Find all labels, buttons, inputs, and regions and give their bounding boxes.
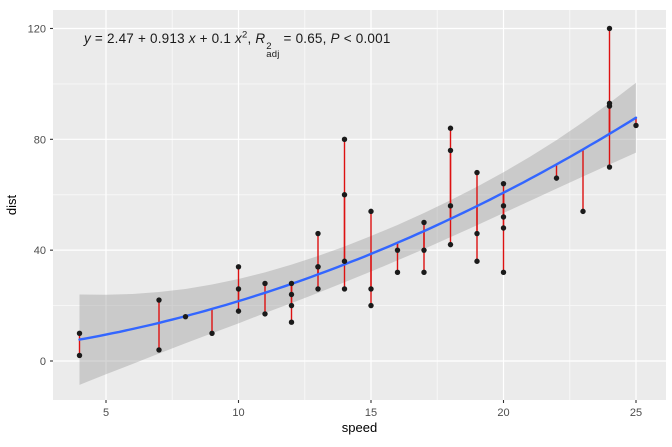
data-point (447, 241, 454, 248)
x-tick-label: 20 (497, 407, 509, 419)
data-point (209, 330, 215, 336)
y-axis-title: dist (4, 194, 19, 215)
equation-part: x (188, 31, 196, 46)
data-point (368, 302, 374, 309)
data-point (394, 247, 401, 253)
data-point (288, 291, 295, 298)
data-point (315, 264, 321, 270)
data-point (288, 319, 295, 325)
data-point (235, 264, 242, 270)
data-point (474, 230, 480, 237)
data-point (315, 286, 321, 292)
data-point (447, 125, 454, 131)
r-squared-adj: 2 adj (266, 41, 280, 60)
regression-equation: y = 2.47 + 0.913 x + 0.1 x2, R 2 adj = 0.6… (84, 29, 391, 60)
data-point (500, 225, 507, 231)
data-point (182, 313, 189, 320)
data-point (500, 269, 507, 276)
equation-part: = 2.47 + 0.913 (90, 31, 189, 46)
data-point (315, 230, 321, 237)
data-point (341, 192, 348, 198)
data-point (288, 302, 295, 309)
plot-panel (53, 10, 666, 400)
data-point (368, 208, 374, 215)
data-point (368, 286, 374, 292)
equation-part: R (255, 31, 266, 46)
equation-part: < 0.001 (339, 31, 391, 46)
data-point (341, 136, 348, 143)
data-point (500, 203, 507, 209)
confidence-band (79, 82, 636, 385)
data-point (156, 347, 162, 353)
data-point (606, 100, 613, 106)
data-point (580, 208, 586, 215)
data-point (447, 147, 454, 154)
data-point (606, 164, 613, 170)
equation-part: x (235, 31, 242, 46)
data-point (341, 286, 348, 292)
data-point (76, 352, 83, 359)
data-point (474, 258, 480, 264)
equation-part: = 0.65, (279, 31, 331, 46)
data-point (447, 203, 454, 209)
data-point (235, 308, 242, 314)
data-point (553, 175, 560, 181)
y-tick-label: 120 (28, 23, 46, 35)
equation-part: 2 (241, 29, 248, 41)
x-tick-label: 15 (365, 407, 377, 419)
data-point (394, 269, 401, 276)
equation-part: y (84, 31, 91, 46)
data-point (474, 169, 480, 176)
data-point (421, 269, 427, 276)
data-point (288, 280, 295, 287)
data-point (500, 214, 507, 220)
y-tick-label: 40 (34, 245, 46, 257)
x-tick-label: 25 (630, 407, 642, 419)
data-point (500, 180, 507, 187)
x-axis-title: speed (342, 420, 377, 435)
data-point (341, 258, 348, 264)
y-tick-label: 0 (40, 356, 46, 368)
y-tick-label: 80 (34, 134, 46, 146)
x-tick-label: 5 (103, 407, 109, 419)
data-point (606, 25, 613, 32)
data-point (262, 280, 268, 287)
data-point (262, 311, 268, 317)
data-point (421, 247, 427, 253)
equation-part: , (247, 31, 256, 46)
equation-part: + 0.1 (195, 31, 235, 46)
data-point (633, 122, 639, 129)
data-point (76, 330, 83, 336)
data-point (156, 297, 162, 303)
regression-line (78, 116, 638, 341)
data-point (235, 286, 242, 292)
equation-part: P (330, 31, 340, 46)
x-tick-label: 10 (232, 407, 244, 419)
data-point (421, 219, 427, 226)
